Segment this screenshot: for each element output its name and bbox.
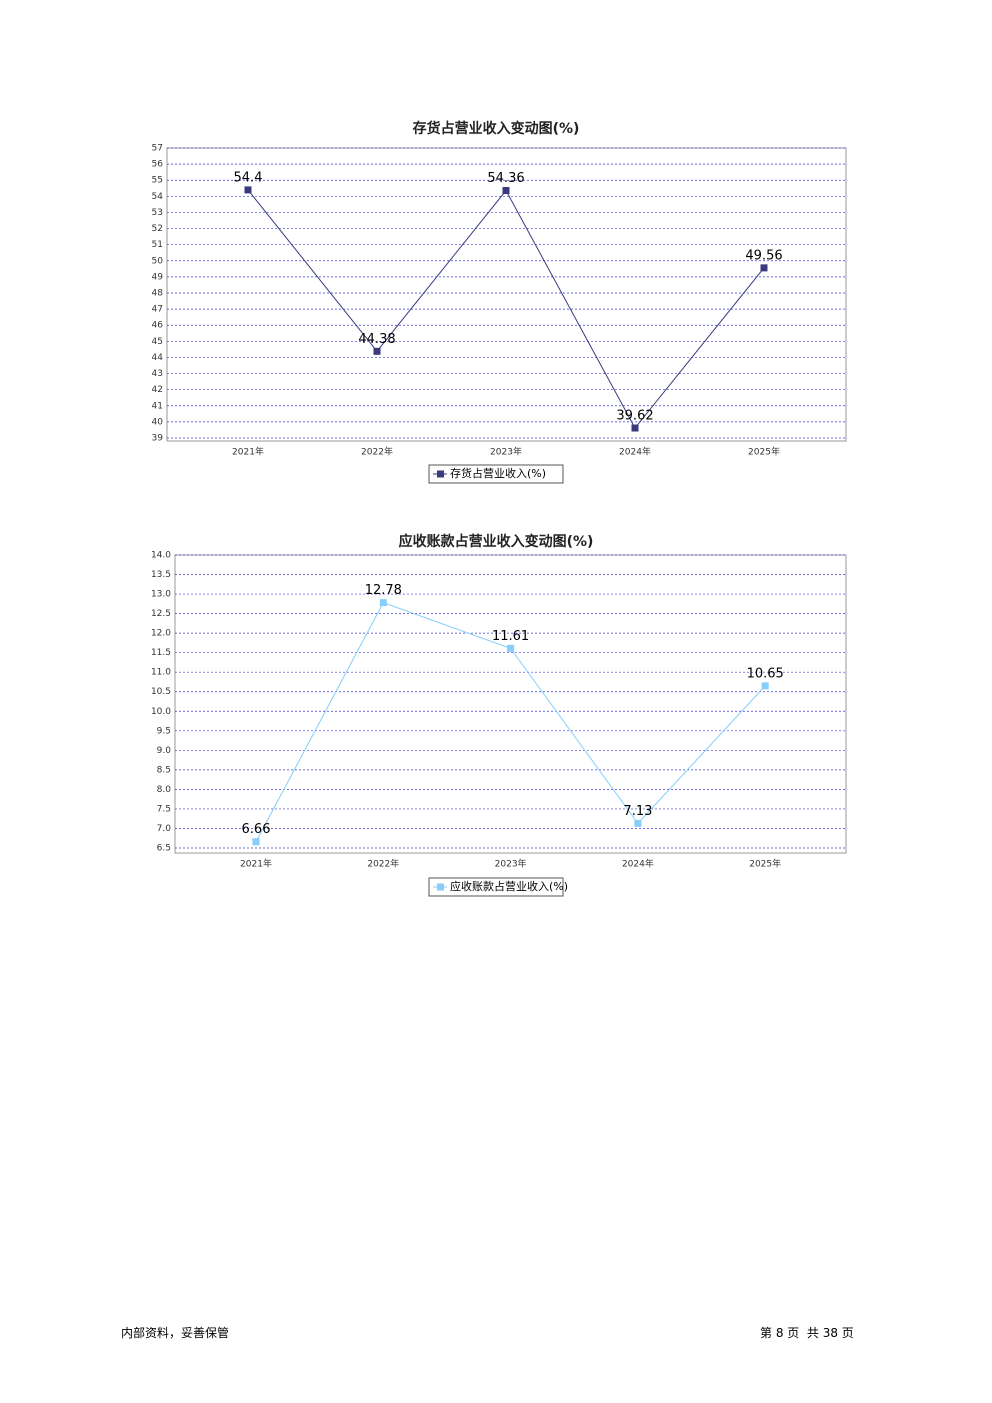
y-tick-label: 52 [152, 224, 163, 234]
x-tick-label: 2023年 [490, 446, 522, 458]
legend-label: 应收账款占营业收入(%) [450, 879, 568, 893]
y-tick-label: 57 [152, 144, 163, 154]
y-tick-label: 43 [152, 369, 163, 379]
y-tick-label: 45 [152, 337, 163, 347]
y-tick-label: 46 [152, 321, 164, 331]
chart-title: 存货占营业收入变动图(%) [413, 120, 580, 137]
y-tick-label: 13.0 [151, 590, 171, 600]
y-tick-label: 47 [152, 305, 163, 315]
y-tick-label: 49 [152, 272, 164, 282]
y-tick-label: 9.5 [157, 726, 171, 736]
point [507, 644, 515, 652]
y-tick-label: 9.0 [157, 746, 172, 756]
y-tick-label: 56 [152, 160, 164, 170]
value-label: 39.62 [616, 409, 653, 424]
y-tick-label: 40 [152, 417, 164, 427]
y-tick-label: 10.5 [151, 687, 171, 697]
plot-frame [166, 147, 847, 442]
y-tick-label: 7.0 [157, 824, 172, 834]
footer-left: 内部资料，妥善保管 [121, 1326, 230, 1340]
point [373, 347, 381, 355]
y-tick-label: 41 [152, 401, 163, 411]
value-label: 10.65 [747, 666, 784, 681]
legend-label: 存货占营业收入(%) [450, 466, 546, 480]
charts: 存货占营业收入变动图(%) 39 40 41 42 43 44 45 46 47 48 49 50 51 5… [151, 120, 847, 897]
point [252, 838, 260, 846]
legend-box [428, 877, 564, 897]
x-tick-label: 2025年 [748, 446, 780, 458]
series-line [247, 189, 765, 429]
y-tick-label: 11.5 [151, 648, 171, 658]
y-tick-label: 11.0 [151, 668, 171, 678]
x-tick-label: 2022年 [361, 446, 393, 458]
x-tick-label: 2024年 [622, 858, 654, 870]
y-tick-label: 8.5 [157, 765, 171, 775]
y-tick-label: 6.5 [157, 844, 171, 854]
value-label: 49.56 [745, 248, 782, 263]
y-tick-label: 44 [152, 353, 164, 363]
y-tick-label: 50 [152, 256, 164, 266]
y-tick-label: 54 [152, 192, 164, 202]
value-label: 6.66 [242, 822, 271, 837]
y-tick-label: 7.5 [157, 804, 171, 814]
y-tick-label: 8.0 [157, 785, 172, 795]
x-tick-label: 2021年 [240, 858, 272, 870]
value-label: 54.36 [487, 171, 524, 186]
point [502, 187, 510, 195]
point [379, 599, 387, 607]
legend-marker [437, 470, 444, 478]
y-tick-label: 42 [152, 385, 163, 395]
x-tick-label: 2021年 [232, 446, 264, 458]
value-label: 44.38 [358, 332, 395, 347]
x-tick-label: 2023年 [495, 858, 527, 870]
footer-right: 第 8 页 共 38 页 [760, 1326, 854, 1340]
legend-marker [437, 883, 444, 891]
value-label: 12.78 [365, 583, 402, 598]
y-tick-label: 14.0 [151, 551, 171, 561]
chart-title: 应收账款占营业收入变动图(%) [399, 533, 594, 550]
point [634, 819, 642, 827]
x-tick-label: 2025年 [749, 858, 781, 870]
y-tick-label: 12.0 [151, 629, 171, 639]
value-label: 54.4 [234, 170, 263, 185]
y-tick-label: 10.0 [151, 707, 171, 717]
y-tick-label: 55 [152, 176, 163, 186]
point [760, 264, 768, 272]
plot-frame [174, 554, 847, 854]
y-tick-label: 48 [152, 289, 164, 299]
legend-box [428, 464, 564, 484]
x-tick-label: 2022年 [367, 858, 399, 870]
y-tick-label: 12.5 [151, 609, 171, 619]
y-tick-label: 51 [152, 240, 163, 250]
y-tick-label: 39 [152, 434, 164, 444]
point [631, 424, 639, 432]
y-tick-label: 53 [152, 208, 163, 218]
value-label: 7.13 [623, 804, 652, 819]
x-tick-label: 2024年 [619, 446, 651, 458]
point [761, 682, 769, 690]
point [244, 186, 252, 194]
y-tick-label: 13.5 [151, 570, 171, 580]
value-label: 11.61 [492, 629, 529, 644]
